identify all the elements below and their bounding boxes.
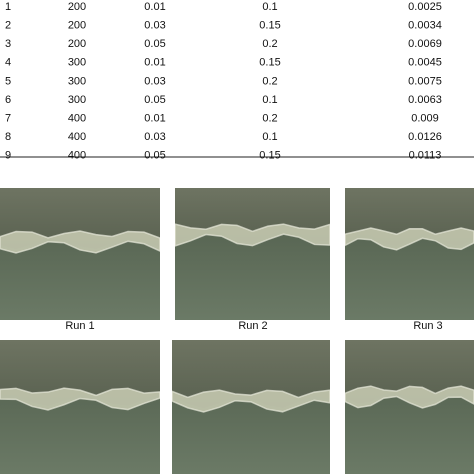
micrograph bbox=[175, 188, 330, 320]
table-cell: 0.01 bbox=[144, 57, 165, 69]
table-cell: 0.0063 bbox=[408, 94, 442, 106]
table-cell: 6 bbox=[5, 94, 11, 106]
table-cell: 0.0034 bbox=[408, 20, 442, 32]
table-cell: 0.03 bbox=[144, 20, 165, 32]
figure-caption: Run 1 bbox=[65, 320, 95, 332]
table-cell: 200 bbox=[68, 38, 86, 50]
micrograph bbox=[172, 340, 330, 474]
table-cell: 200 bbox=[68, 1, 86, 13]
table-cell: 0.0069 bbox=[408, 38, 442, 50]
table-cell: 9 bbox=[5, 150, 11, 160]
table-cell: 5 bbox=[5, 75, 11, 87]
table-cell: 0.0045 bbox=[408, 57, 442, 69]
table-cell: 0.009 bbox=[411, 113, 439, 125]
table-cell: 0.15 bbox=[259, 57, 280, 69]
figure-caption: Run 2 bbox=[238, 320, 268, 332]
table-cell: 0.15 bbox=[259, 150, 280, 160]
table-cell: 300 bbox=[68, 75, 86, 87]
table-cell: 0.05 bbox=[144, 94, 165, 106]
table-cell: 0.03 bbox=[144, 75, 165, 87]
table-cell: 0.2 bbox=[262, 38, 277, 50]
table-cell: 3 bbox=[5, 38, 11, 50]
table-cell: 300 bbox=[68, 57, 86, 69]
table-cell: 0.0075 bbox=[408, 75, 442, 87]
table-cell: 8 bbox=[5, 131, 11, 143]
micrograph bbox=[0, 340, 160, 474]
table-cell: 0.2 bbox=[262, 75, 277, 87]
table-cell: 0.05 bbox=[144, 38, 165, 50]
table-cell: 0.03 bbox=[144, 131, 165, 143]
table-cell: 0.1 bbox=[262, 94, 277, 106]
table-cell: 1 bbox=[5, 1, 11, 13]
table-cell: 400 bbox=[68, 131, 86, 143]
micrograph bbox=[345, 188, 474, 320]
table-cell: 7 bbox=[5, 113, 11, 125]
table-cell: 0.1 bbox=[262, 1, 277, 13]
table-cell: 300 bbox=[68, 94, 86, 106]
table-cell: 400 bbox=[68, 150, 86, 160]
table-cell: 0.2 bbox=[262, 113, 277, 125]
table-cell: 0.0025 bbox=[408, 1, 442, 13]
table-cell: 0.1 bbox=[262, 131, 277, 143]
table-cell: 0.15 bbox=[259, 20, 280, 32]
table-cell: 200 bbox=[68, 20, 86, 32]
table-cell: 0.0113 bbox=[409, 150, 442, 160]
table-cell: 0.01 bbox=[144, 113, 165, 125]
micrograph bbox=[345, 340, 474, 474]
table-cell: 4 bbox=[5, 57, 11, 69]
table-cell: 2 bbox=[5, 20, 11, 32]
table-cell: 0.0126 bbox=[408, 131, 442, 143]
table-cell: 400 bbox=[68, 113, 86, 125]
table-cell: 0.01 bbox=[144, 1, 165, 13]
table-cell: 0.05 bbox=[144, 150, 165, 160]
figure-caption: Run 3 bbox=[413, 320, 443, 332]
micrograph bbox=[0, 188, 160, 320]
